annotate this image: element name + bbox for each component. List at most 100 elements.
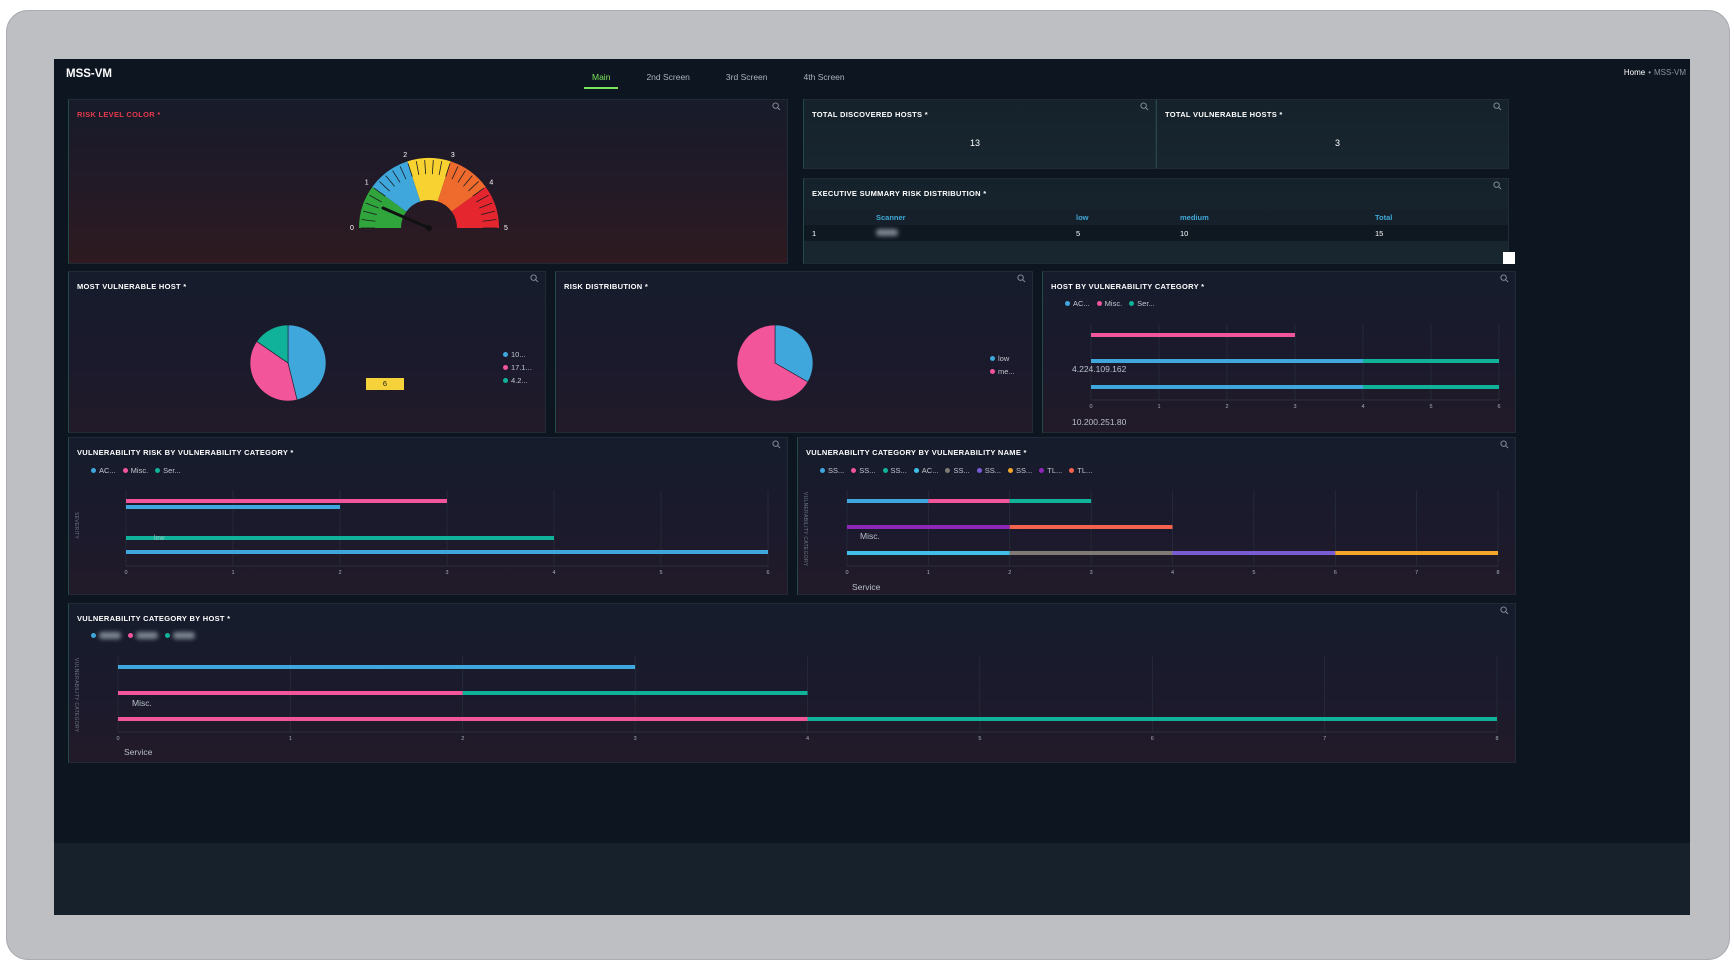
- zoom-icon[interactable]: [1500, 440, 1509, 449]
- tab-4th-screen[interactable]: 4th Screen: [803, 72, 845, 82]
- bar-segment: [1009, 525, 1173, 529]
- legend-label: SS...: [953, 466, 970, 475]
- x-tick-label: 3: [1090, 570, 1093, 576]
- gauge-band-red: [451, 186, 499, 228]
- legend-item[interactable]: Misc.: [1096, 299, 1123, 308]
- legend-item[interactable]: TL...: [1069, 466, 1092, 475]
- risk-level-panel: RISK LEVEL COLOR * 0 1 2 3 4 5: [68, 99, 788, 264]
- zoom-icon[interactable]: [1500, 606, 1509, 615]
- legend-item[interactable]: SS...: [1008, 466, 1032, 475]
- legend-item[interactable]: SS...: [851, 466, 876, 475]
- legend-item[interactable]: Ser...: [1129, 299, 1155, 308]
- legend-item[interactable]: 10...: [503, 350, 532, 359]
- gauge-tick-mark: [365, 202, 379, 209]
- gauge-band-yellow: [407, 158, 451, 202]
- panel-title: VULNERABILITY CATEGORY BY HOST *: [77, 614, 231, 623]
- bar-segment: [1091, 359, 1363, 363]
- tab-3rd-screen[interactable]: 3rd Screen: [725, 72, 768, 82]
- legend-item[interactable]: AC...: [1065, 299, 1090, 308]
- legend-item[interactable]: Misc.: [122, 466, 148, 475]
- gauge-tick-mark: [451, 166, 459, 180]
- x-tick-label: 4: [1361, 404, 1364, 410]
- legend-label: me...: [998, 367, 1015, 376]
- bar: [126, 499, 447, 503]
- dashboard-screen: MSS-VM Main 2nd Screen 3rd Screen 4th Sc…: [54, 59, 1690, 915]
- legend-item[interactable]: [128, 632, 158, 639]
- tab-main[interactable]: Main: [584, 69, 619, 89]
- zoom-icon[interactable]: [1493, 102, 1502, 111]
- risk-distribution-pie: [736, 324, 814, 402]
- legend-dot: [1008, 468, 1013, 473]
- redacted-scanner: [876, 228, 898, 236]
- gauge-tick-mark: [385, 175, 395, 187]
- legend-label: Misc.: [1104, 299, 1123, 308]
- x-tick-label: 5: [659, 570, 662, 576]
- pie-slice: [287, 324, 327, 401]
- bar: [126, 550, 768, 554]
- legend-label: SS...: [984, 466, 1001, 475]
- zoom-icon[interactable]: [530, 274, 539, 283]
- gauge-tick-mark: [463, 175, 473, 187]
- table-header-medium[interactable]: medium: [1180, 212, 1209, 222]
- x-tick-label: 6: [1334, 570, 1337, 576]
- legend-dot: [1039, 468, 1045, 473]
- y-axis-label: SEVERITY: [73, 512, 79, 539]
- legend-item[interactable]: me...: [990, 367, 1015, 376]
- legend-item[interactable]: SS...: [820, 466, 844, 475]
- panel-title: RISK LEVEL COLOR *: [77, 110, 161, 119]
- gauge-tick-mark: [457, 170, 466, 183]
- gauge-band-orange: [437, 161, 486, 212]
- legend-item[interactable]: SS...: [945, 466, 970, 475]
- category-label: Service: [852, 582, 881, 592]
- bar-segment: [847, 551, 1010, 555]
- table-header-total[interactable]: Total: [1375, 212, 1393, 222]
- legend-item[interactable]: AC...: [91, 466, 116, 475]
- gauge-tick-mark: [361, 219, 376, 222]
- x-tick-label: 0: [124, 570, 127, 576]
- tab-2nd-screen[interactable]: 2nd Screen: [646, 72, 690, 82]
- x-tick-label: 7: [1415, 570, 1418, 576]
- legend-item[interactable]: SS...: [976, 466, 1001, 475]
- y-axis-label: VULNERABILITY CATEGORY: [802, 492, 808, 567]
- legend-label: TL...: [1047, 466, 1063, 475]
- chart-legend: AC... Misc. Ser...: [1065, 299, 1155, 308]
- legend-item[interactable]: 4.2...: [503, 376, 532, 385]
- x-tick-label: 5: [1429, 404, 1432, 410]
- zoom-icon[interactable]: [1017, 274, 1026, 283]
- legend-item[interactable]: [91, 632, 121, 639]
- bar-segment: [1091, 385, 1363, 389]
- legend-item[interactable]: SS...: [882, 466, 907, 475]
- legend-dot: [1096, 301, 1102, 306]
- zoom-icon[interactable]: [1140, 102, 1149, 111]
- table-cell-scanner: [876, 228, 1076, 238]
- gauge-tick-mark: [369, 194, 382, 203]
- table-cell-total: 15: [1375, 228, 1384, 238]
- legend-label: AC...: [1073, 299, 1090, 308]
- legend-item[interactable]: [165, 632, 195, 639]
- category-by-name-chart: 0 1 2 3 4 5 6 7 8 Misc. Service VULNERABILITY CATEG…: [802, 490, 1500, 592]
- zoom-icon[interactable]: [772, 440, 781, 449]
- bar-segment: [1009, 499, 1092, 503]
- gauge-tick-mark: [438, 161, 443, 176]
- x-tick-label: 3: [634, 736, 637, 742]
- legend-item[interactable]: AC...: [913, 466, 938, 475]
- gauge-tick-mark: [399, 166, 407, 180]
- breadcrumb-home[interactable]: Home: [1623, 68, 1646, 77]
- legend-dot: [91, 633, 96, 638]
- legend-item[interactable]: Ser...: [155, 466, 181, 475]
- legend-item[interactable]: TL...: [1039, 466, 1062, 475]
- gauge-tick-mark: [407, 163, 413, 177]
- bar-label: low: [154, 535, 165, 542]
- gauge-tick-mark: [379, 181, 390, 192]
- zoom-icon[interactable]: [1500, 274, 1509, 283]
- legend-item[interactable]: 17.1...: [503, 363, 532, 372]
- legend-label: 17.1...: [511, 363, 532, 372]
- table-header-low[interactable]: low: [1076, 212, 1089, 222]
- redacted-legend-label: [136, 632, 158, 639]
- zoom-icon[interactable]: [772, 102, 781, 111]
- legend-item[interactable]: low: [990, 354, 1015, 363]
- zoom-icon[interactable]: [1493, 181, 1502, 190]
- table-header-scanner[interactable]: Scanner: [876, 212, 906, 222]
- total-discovered-hosts-value: 13: [970, 138, 981, 148]
- risk-distribution-panel: RISK DISTRIBUTION * low me...: [555, 271, 1033, 433]
